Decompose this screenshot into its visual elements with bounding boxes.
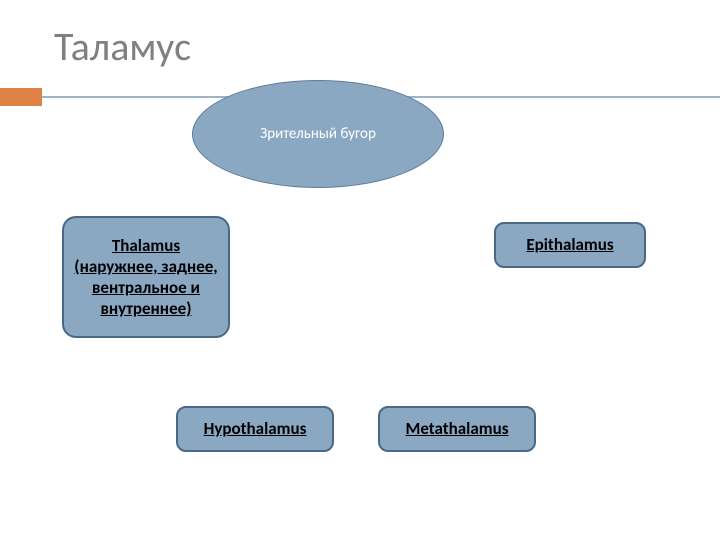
node-thalamus-label: Thalamus (наружнее, заднее, вентральное … [70, 235, 222, 320]
slide: { "title": { "text": "Таламус", "x": 54,… [0, 0, 720, 540]
slide-title: Таламус [54, 22, 191, 71]
node-thalamus: Thalamus (наружнее, заднее, вентральное … [62, 216, 230, 338]
node-hypothalamus: Hypothalamus [176, 406, 334, 452]
node-metathalamus-label: Metathalamus [406, 418, 509, 439]
central-ellipse: Зрительный бугор [192, 80, 444, 188]
node-metathalamus: Metathalamus [378, 406, 536, 452]
accent-bar [0, 88, 42, 106]
central-ellipse-label: Зрительный бугор [260, 125, 376, 143]
node-epithalamus: Epithalamus [494, 222, 646, 268]
node-hypothalamus-label: Hypothalamus [204, 418, 307, 439]
node-epithalamus-label: Epithalamus [526, 234, 613, 255]
